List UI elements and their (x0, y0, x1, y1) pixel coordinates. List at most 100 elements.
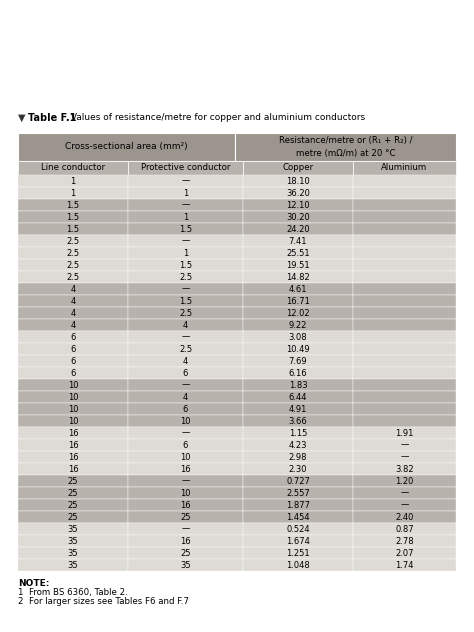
Bar (128, 559, 243, 571)
Text: 2.07: 2.07 (395, 549, 414, 557)
Bar (353, 475, 456, 487)
Bar (18, 161, 128, 175)
Bar (353, 331, 456, 343)
Bar (128, 535, 243, 547)
Bar (243, 415, 353, 427)
Text: Resistance/metre or (R₁ + R₂) /
metre (mΩ/m) at 20 °C: Resistance/metre or (R₁ + R₂) / metre (m… (279, 137, 412, 158)
Bar (353, 223, 456, 235)
Text: —: — (182, 525, 190, 533)
Text: —: — (401, 501, 409, 509)
Bar (243, 211, 353, 223)
Bar (128, 187, 243, 199)
Text: 25: 25 (68, 477, 78, 485)
Bar (128, 271, 243, 283)
Bar (128, 307, 243, 319)
Text: 35: 35 (68, 525, 78, 533)
Text: 10: 10 (68, 380, 78, 389)
Bar (243, 187, 353, 199)
Text: 1: 1 (183, 212, 188, 221)
Bar (243, 379, 353, 391)
Bar (18, 487, 128, 499)
Bar (18, 547, 128, 559)
Bar (128, 451, 243, 463)
Bar (128, 175, 243, 187)
Text: Protective conductor: Protective conductor (141, 164, 230, 173)
Text: 16: 16 (180, 501, 191, 509)
Bar (243, 559, 353, 571)
Bar (128, 547, 243, 559)
Bar (353, 161, 456, 175)
Text: 2.5: 2.5 (66, 248, 80, 257)
Text: 1.20: 1.20 (395, 477, 414, 485)
Bar (18, 259, 128, 271)
Text: 30.20: 30.20 (286, 212, 310, 221)
Bar (128, 439, 243, 451)
Text: 1.91: 1.91 (395, 428, 414, 437)
Text: 2.5: 2.5 (66, 260, 80, 269)
Text: 10: 10 (180, 489, 191, 497)
Text: Aluminium: Aluminium (382, 164, 428, 173)
Text: —: — (182, 428, 190, 437)
Text: 1.454: 1.454 (286, 513, 310, 521)
Bar (18, 307, 128, 319)
Bar (18, 559, 128, 571)
Bar (128, 475, 243, 487)
Bar (18, 199, 128, 211)
Text: 1.5: 1.5 (179, 260, 192, 269)
Bar (18, 283, 128, 295)
Bar (128, 499, 243, 511)
Bar (353, 427, 456, 439)
Bar (353, 535, 456, 547)
Bar (353, 547, 456, 559)
Bar (353, 391, 456, 403)
Bar (353, 259, 456, 271)
Text: 6: 6 (70, 344, 76, 353)
Text: 7.41: 7.41 (289, 236, 307, 245)
Bar (243, 295, 353, 307)
Text: 16: 16 (68, 453, 78, 461)
Bar (243, 403, 353, 415)
Bar (353, 211, 456, 223)
Bar (128, 343, 243, 355)
Text: 25: 25 (68, 513, 78, 521)
Bar (353, 415, 456, 427)
Text: 35: 35 (180, 561, 191, 569)
Bar (353, 379, 456, 391)
Text: 2.5: 2.5 (179, 344, 192, 353)
Bar (353, 499, 456, 511)
Text: 16: 16 (68, 428, 78, 437)
Bar (128, 379, 243, 391)
Text: 14.82: 14.82 (286, 272, 310, 281)
Bar (128, 161, 243, 175)
Bar (353, 367, 456, 379)
Bar (353, 307, 456, 319)
Text: —: — (401, 441, 409, 449)
Bar (128, 223, 243, 235)
Text: 2.30: 2.30 (289, 465, 307, 473)
Bar (128, 295, 243, 307)
Bar (18, 379, 128, 391)
Text: 36.20: 36.20 (286, 188, 310, 197)
Bar (128, 523, 243, 535)
Bar (243, 343, 353, 355)
Text: 1.15: 1.15 (289, 428, 307, 437)
Bar (128, 367, 243, 379)
Text: 10.49: 10.49 (286, 344, 310, 353)
Bar (243, 487, 353, 499)
Bar (128, 415, 243, 427)
Text: 4: 4 (70, 296, 76, 305)
Text: 0.524: 0.524 (286, 525, 310, 533)
Bar (18, 175, 128, 187)
Bar (243, 499, 353, 511)
Text: 6: 6 (183, 441, 188, 449)
Bar (243, 223, 353, 235)
Bar (353, 247, 456, 259)
Bar (128, 355, 243, 367)
Text: 4: 4 (183, 320, 188, 329)
Text: 2  For larger sizes see Tables F6 and F.7: 2 For larger sizes see Tables F6 and F.7 (18, 597, 189, 606)
Text: 1.048: 1.048 (286, 561, 310, 569)
Text: 1  From BS 6360, Table 2.: 1 From BS 6360, Table 2. (18, 588, 128, 597)
Bar (243, 427, 353, 439)
Bar (128, 487, 243, 499)
Bar (243, 271, 353, 283)
